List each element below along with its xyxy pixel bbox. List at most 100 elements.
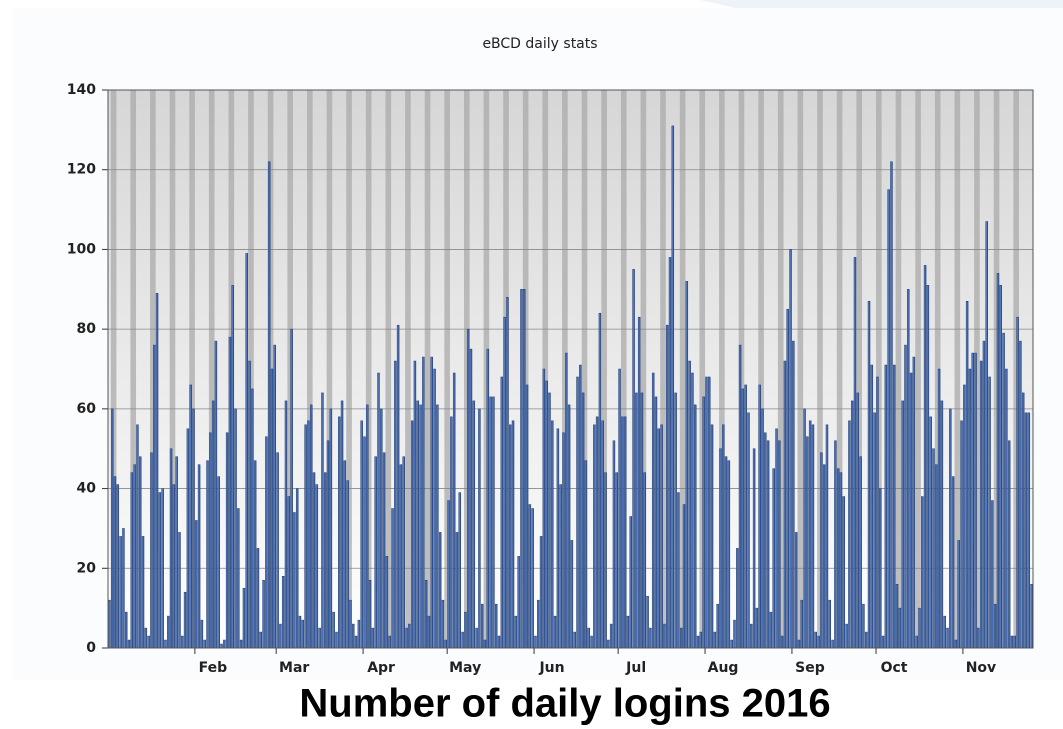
bar [817,635,820,649]
bar [424,579,428,649]
bar [402,456,405,649]
bar [800,599,803,649]
bar [354,635,358,649]
bar [890,161,893,649]
bar [867,300,871,649]
bar [206,460,209,649]
bar [153,344,156,649]
bar [139,456,142,649]
weekend-stripe [169,90,176,648]
x-tick-label: Sep [795,660,825,676]
x-tick-label: Oct [881,660,908,676]
bar [113,476,117,649]
bar [923,265,927,649]
weekend-stripe [817,90,823,648]
bar [618,368,621,649]
bar [551,420,554,649]
bar [220,643,223,649]
bar [985,221,988,649]
bar [1021,392,1025,649]
bar [999,285,1002,649]
bar [259,631,262,649]
bar [696,635,700,649]
bar [234,408,237,649]
bar [211,400,215,649]
bar [949,408,952,649]
bar [856,392,860,649]
bar [674,392,677,649]
bar [780,635,784,649]
bar [377,372,380,649]
bar [993,603,997,649]
weekend-stripe [719,90,725,648]
bar [396,324,400,649]
bar [626,615,630,649]
bar [615,472,618,649]
bar [116,484,120,649]
bar [733,619,736,649]
bar [609,623,613,649]
bar [307,420,310,649]
bar [539,536,543,649]
bar [133,464,136,649]
bar [239,639,243,649]
bar [108,599,111,649]
bar [775,428,778,649]
bar [427,615,431,649]
bar [444,639,447,649]
bar [758,384,761,649]
caption: Number of daily logins 2016 [299,682,830,726]
bar [293,512,296,649]
bar [635,392,638,649]
bar [388,635,391,649]
bar [996,273,1000,649]
bar [579,364,582,649]
bar [422,356,425,649]
y-tick-label: 0 [86,640,96,656]
bar [637,316,641,649]
weekend-stripe [208,90,215,648]
bar [164,639,167,649]
bar [458,492,462,649]
bar [223,639,226,649]
bar [147,635,150,649]
bar [290,328,293,649]
bar [326,440,330,649]
bar [225,432,229,649]
bar [654,396,658,649]
bar [110,408,114,649]
bar [158,492,162,649]
bar [127,639,131,649]
bar [935,464,938,649]
weekend-stripe [620,90,627,648]
bar [433,368,436,649]
bar [553,615,557,649]
bar [324,472,327,649]
bar [660,424,663,649]
bar [873,412,876,649]
bar [1010,635,1014,649]
weekend-stripe [581,90,588,648]
bar [881,635,885,649]
bar [450,416,453,649]
bar [982,340,986,649]
bar [301,619,305,649]
bar [848,420,851,649]
bar [803,408,806,649]
bar [747,412,750,649]
bar [974,352,977,649]
bar [503,316,506,649]
bar [195,520,198,649]
bar [752,448,756,649]
weekend-stripe [915,90,921,648]
bar [918,607,921,649]
bar [520,289,523,649]
bar [951,476,955,649]
bar [668,257,672,649]
bar [360,420,363,649]
bar [483,639,487,649]
bar [929,416,932,649]
bar [724,456,728,649]
bar [573,631,576,649]
bar [915,635,918,649]
